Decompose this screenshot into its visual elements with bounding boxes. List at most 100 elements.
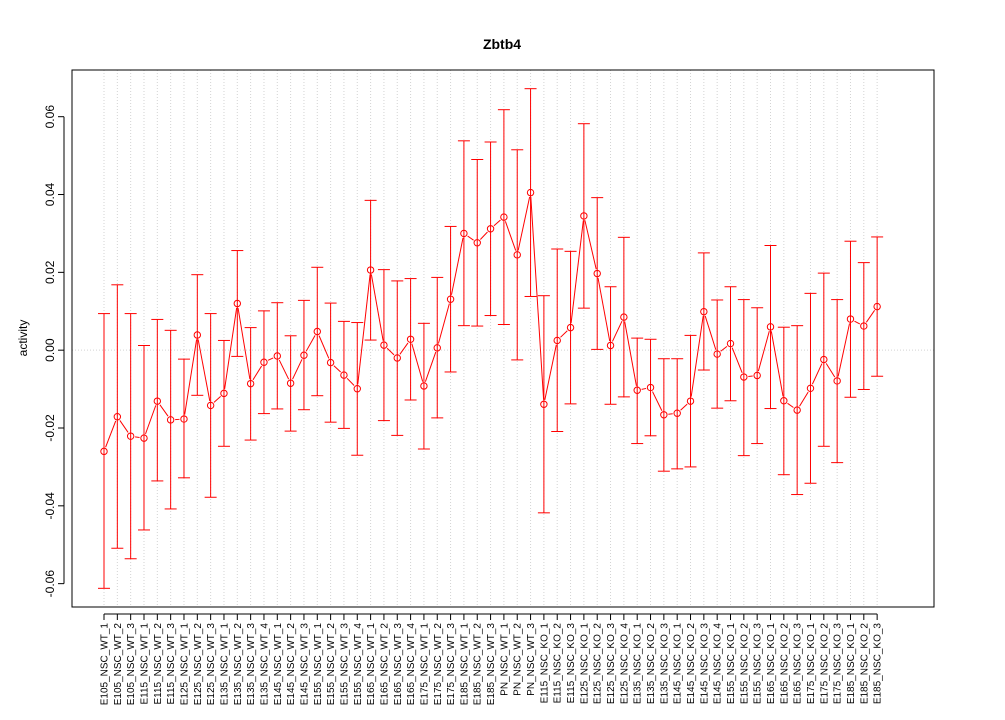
error-bar — [311, 266, 324, 397]
data-point — [673, 409, 681, 417]
error-bar — [98, 313, 110, 589]
error-bar — [791, 325, 804, 496]
error-bar — [644, 338, 657, 437]
data-point — [446, 295, 455, 303]
data-point — [766, 323, 775, 331]
x-tick-label: E155_NSC_WT_1 — [313, 623, 324, 706]
x-tick-label: E185_NSC_WT_3 — [486, 623, 497, 706]
error-bar — [804, 292, 817, 484]
series-line-segment — [652, 391, 663, 411]
data-point — [500, 213, 508, 221]
data-point — [406, 335, 415, 343]
x-tick-label: E125_NSC_KO_2 — [593, 623, 604, 705]
data-point — [366, 266, 375, 274]
x-tick-label: E135_NSC_WT_2 — [233, 623, 244, 706]
error-bar — [751, 307, 764, 445]
error-bar — [364, 199, 377, 341]
series-line-segment — [346, 377, 355, 386]
data-point — [260, 358, 268, 366]
series-line-segment — [278, 359, 290, 380]
x-tick-label: E105_NSC_WT_2 — [113, 623, 124, 706]
data-point — [700, 307, 708, 316]
x-tick-label: E115_NSC_KO_1 — [539, 623, 550, 704]
series-line-segment — [704, 315, 717, 350]
series-line-segment — [517, 196, 531, 251]
series-line-segment — [224, 307, 238, 389]
series-line-segment — [267, 357, 274, 361]
error-bar — [351, 322, 364, 456]
data-point — [220, 389, 228, 398]
error-bar — [444, 225, 457, 373]
error-bar — [457, 140, 470, 327]
data-point — [353, 384, 361, 393]
error-bar — [244, 327, 257, 441]
series-line-segment — [184, 339, 198, 415]
error-bar — [777, 326, 790, 476]
x-tick-label: E155_NSC_WT_2 — [326, 623, 337, 706]
x-tick-label: E145_NSC_KO_4 — [713, 623, 724, 705]
error-bar — [377, 269, 390, 422]
error-bar — [431, 276, 444, 419]
x-tick-label: PN_NSC_WT_2 — [513, 623, 524, 696]
x-tick-label: E165_NSC_WT_1 — [366, 623, 377, 706]
data-point — [580, 212, 588, 220]
x-tick-label: E125_NSC_WT_1 — [179, 623, 190, 706]
data-point — [393, 354, 401, 362]
error-bar — [697, 252, 710, 371]
x-tick-label: E125_NSC_WT_2 — [193, 623, 204, 706]
data-point — [180, 415, 188, 423]
data-point — [140, 434, 148, 442]
data-point — [633, 386, 641, 394]
data-point — [753, 371, 761, 380]
series-line-segment — [424, 351, 437, 382]
y-axis-label: activity — [16, 320, 30, 357]
x-tick-label: E125_NSC_KO_4 — [619, 623, 630, 705]
data-point — [513, 251, 521, 259]
error-bar — [484, 141, 497, 317]
error-bar — [724, 286, 737, 402]
x-tick-label: E165_NSC_KO_2 — [779, 623, 790, 705]
data-point — [793, 406, 801, 414]
error-bar — [604, 286, 617, 405]
error-bar — [111, 284, 124, 549]
data-point — [300, 351, 308, 359]
x-tick-label: E135_NSC_WT_1 — [219, 623, 230, 706]
data-point — [860, 322, 868, 330]
series-line-segment — [720, 345, 728, 352]
series-line-segment — [437, 303, 450, 344]
data-point — [193, 331, 202, 339]
series-line-segment — [467, 235, 474, 241]
data-point — [780, 397, 788, 405]
x-tick-label: E155_NSC_KO_2 — [739, 623, 750, 705]
data-point — [553, 336, 561, 345]
y-tick-label: 0.04 — [43, 183, 57, 207]
x-tick-label: E175_NSC_KO_2 — [819, 623, 830, 705]
series-line-segment — [748, 375, 753, 377]
series-line-segment — [530, 197, 545, 400]
x-tick-label: E105_NSC_WT_3 — [126, 623, 137, 706]
data-point — [380, 341, 388, 349]
series-line-segment — [493, 219, 501, 227]
series-line-segment — [825, 363, 836, 378]
series-line-segment — [611, 320, 623, 342]
error-bar — [337, 320, 350, 429]
x-tick-label: E115_NSC_WT_1 — [139, 623, 150, 705]
data-point — [660, 411, 668, 419]
x-tick-label: E115_NSC_WT_2 — [153, 623, 164, 705]
x-tick-label: E185_NSC_KO_2 — [859, 623, 870, 705]
x-tick-label: E165_NSC_WT_3 — [393, 623, 404, 706]
x-tick-label: E115_NSC_KO_2 — [553, 623, 564, 704]
x-tick-label: E145_NSC_WT_1 — [273, 623, 284, 706]
error-bar — [577, 123, 590, 309]
x-tick-label: E135_NSC_WT_4 — [259, 623, 270, 706]
error-bar — [684, 334, 697, 468]
series-line-segment — [292, 359, 303, 380]
error-bar — [217, 339, 230, 447]
series-line-segment — [668, 413, 673, 415]
error-bar — [324, 302, 337, 423]
x-tick-label: PN_NSC_WT_1 — [499, 623, 510, 696]
error-bar — [657, 358, 670, 472]
error-bar — [857, 262, 870, 390]
data-point — [326, 358, 335, 367]
x-tick-label: E155_NSC_KO_1 — [726, 623, 737, 705]
